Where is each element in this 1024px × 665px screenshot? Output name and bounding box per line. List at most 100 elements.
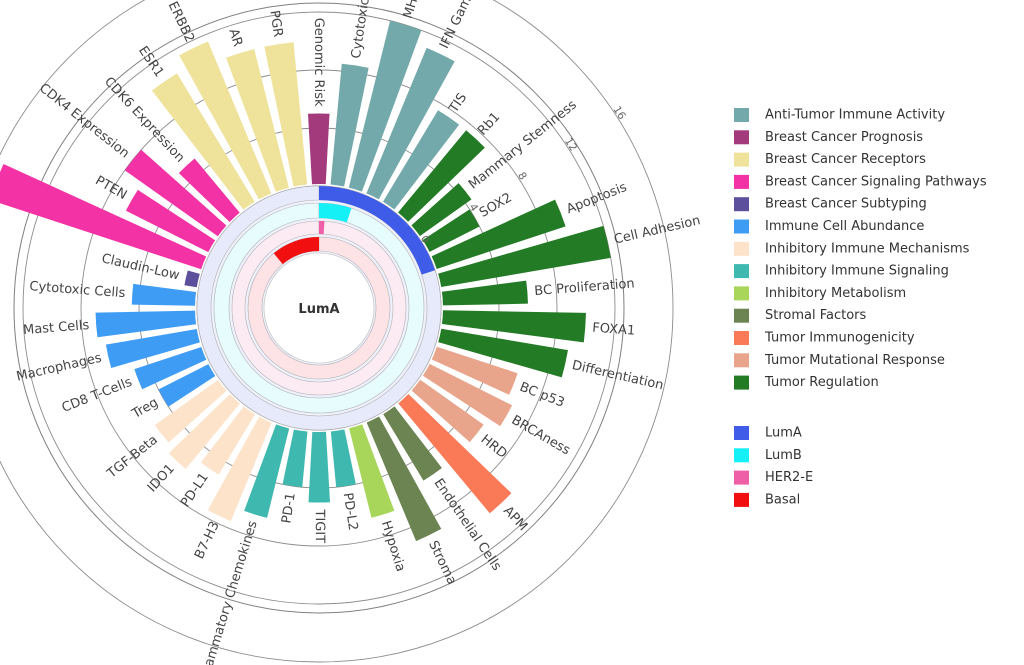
legend-item-breast-cancer-receptors[interactable]: Breast Cancer Receptors: [734, 152, 926, 167]
bar-cdk4-expression[interactable]: [124, 149, 227, 237]
bar-mast-cells[interactable]: [95, 310, 197, 338]
label-apm: APM: [500, 503, 530, 534]
bar-tis[interactable]: [382, 110, 460, 210]
label-esr1: ESR1: [135, 44, 166, 80]
bar-pd-l2[interactable]: [330, 429, 356, 488]
legend-item-stromal-factors[interactable]: Stromal Factors: [734, 308, 867, 323]
legend-item-inhibitory-metabolism[interactable]: Inhibitory Metabolism: [734, 286, 906, 301]
legend-label: Immune Cell Abundance: [765, 219, 924, 234]
bar-cdk6-expression[interactable]: [178, 158, 240, 223]
label-hypoxia: Hypoxia: [378, 519, 408, 574]
legend-item-immune-cell-abundance[interactable]: Immune Cell Abundance: [734, 219, 924, 234]
legend-item-inhibitory-immune-mechanisms[interactable]: Inhibitory Immune Mechanisms: [734, 241, 970, 256]
label-cell-adhesion: Cell Adhesion: [613, 213, 702, 247]
legend-swatch: [734, 174, 749, 189]
bar-b7-h3[interactable]: [207, 416, 272, 522]
legend-swatch: [734, 286, 749, 301]
label-b7-h3: B7-H3: [192, 519, 223, 561]
legend-item-tumor-immunogenicity[interactable]: Tumor Immunogenicity: [734, 331, 915, 346]
legend-item-basal[interactable]: Basal: [734, 492, 800, 507]
bar-cd8-t-cells[interactable]: [134, 346, 207, 390]
bar-ifn-gamma[interactable]: [366, 47, 455, 200]
bar-tigit[interactable]: [308, 431, 330, 503]
bar-bc-proliferation[interactable]: [441, 280, 528, 306]
legend-item-anti-tumor-immune-activity[interactable]: Anti-Tumor Immune Activity: [734, 108, 945, 123]
legend-item-her2-e[interactable]: HER2-E: [734, 470, 813, 485]
bar-ar[interactable]: [225, 48, 289, 192]
legend-label: Breast Cancer Signaling Pathways: [765, 174, 987, 189]
subtype-ring-luma: [196, 185, 442, 431]
bar-er-signaling[interactable]: [0, 164, 207, 270]
legend-item-luma[interactable]: LumA: [734, 426, 802, 441]
legend-label: Inhibitory Metabolism: [765, 286, 906, 301]
subtype-rings: [196, 185, 442, 431]
bar-hypoxia[interactable]: [349, 424, 395, 518]
label-pd-1: PD-1: [279, 492, 298, 525]
label-erbb2: ERBB2: [165, 0, 197, 45]
legend-swatch: [734, 353, 749, 368]
legend-swatch: [734, 492, 749, 507]
subtype-arc-luma: [319, 186, 436, 275]
bar-foxa1[interactable]: [441, 310, 586, 343]
label-pten: PTEN: [93, 173, 130, 203]
legend-label: Tumor Regulation: [764, 375, 879, 390]
legend-item-tumor-mutational-response[interactable]: Tumor Mutational Response: [734, 353, 945, 368]
bar-esr1[interactable]: [151, 73, 255, 210]
bar-inflammatory-chemokines[interactable]: [244, 424, 290, 518]
bar-endothelial-cells[interactable]: [383, 406, 442, 481]
bar-bc-p53[interactable]: [431, 346, 518, 395]
label-stroma: Stroma: [425, 538, 459, 587]
bar-rb1[interactable]: [398, 130, 485, 222]
label-pgr: PGR: [266, 9, 285, 38]
bar-apm[interactable]: [398, 393, 512, 514]
bar-cytotoxic-cells[interactable]: [131, 283, 197, 306]
label-ar: AR: [225, 27, 245, 49]
bar-mammary-stemness[interactable]: [411, 183, 472, 237]
subtype-ring-lumb: [213, 202, 425, 414]
bar-claudin-low[interactable]: [184, 270, 200, 288]
bar-pd-l1[interactable]: [200, 406, 256, 475]
bar-sox2[interactable]: [422, 209, 480, 252]
bar-stroma[interactable]: [366, 416, 442, 542]
label-macrophages: Macrophages: [15, 351, 103, 385]
legend-item-lumb[interactable]: LumB: [734, 448, 802, 463]
bar-pd-1[interactable]: [282, 429, 308, 488]
legend-label: Breast Cancer Prognosis: [765, 130, 923, 145]
bar-cell-adhesion[interactable]: [438, 225, 611, 287]
label-rb1: Rb1: [475, 110, 503, 139]
grid-circle: [22, 11, 616, 605]
bar-cytotoxicity[interactable]: [330, 63, 369, 187]
legend-item-breast-cancer-prognosis[interactable]: Breast Cancer Prognosis: [734, 130, 923, 145]
legend-item-inhibitory-immune-signaling[interactable]: Inhibitory Immune Signaling: [734, 264, 949, 279]
legend[interactable]: Anti-Tumor Immune Activity Breast Cancer …: [734, 108, 987, 508]
legend-label: Anti-Tumor Immune Activity: [765, 108, 945, 123]
subtype-arc-her2-e: [319, 221, 325, 235]
legend-item-tumor-regulation[interactable]: Tumor Regulation: [734, 375, 879, 390]
center-hole: [263, 252, 375, 364]
legend-swatch: [734, 331, 749, 345]
bar-ido1[interactable]: [168, 394, 240, 469]
label-ido1: IDO1: [145, 461, 178, 495]
bar-differentiation[interactable]: [438, 328, 568, 378]
legend-label: LumA: [765, 426, 802, 441]
bar-macrophages[interactable]: [105, 329, 200, 368]
legend-item-breast-cancer-subtyping[interactable]: Breast Cancer Subtyping: [734, 197, 927, 212]
bar-erbb2[interactable]: [179, 41, 272, 200]
bar-pgr[interactable]: [264, 42, 308, 187]
grid-circle: [0, 0, 674, 663]
bar-hrd[interactable]: [411, 379, 484, 443]
label-brcaness: BRCAness: [509, 413, 573, 459]
bar-treg[interactable]: [158, 364, 216, 407]
bar-brcaness[interactable]: [422, 363, 513, 427]
label-tgf-beta: TGF-Beta: [104, 433, 161, 483]
grid-circle: [80, 69, 558, 547]
subtype-arc-lumb: [319, 203, 352, 223]
label-tis: TIS: [446, 91, 470, 117]
bar-pten[interactable]: [125, 189, 216, 253]
legend-label: Inhibitory Immune Mechanisms: [765, 241, 970, 256]
legend-item-breast-cancer-signaling-pathways[interactable]: Breast Cancer Signaling Pathways: [734, 174, 987, 189]
bar-apoptosis[interactable]: [431, 199, 566, 270]
bar-genomic-risk[interactable]: [308, 113, 330, 185]
bar-tgf-beta[interactable]: [154, 379, 227, 443]
bar-mhc2[interactable]: [348, 20, 422, 192]
